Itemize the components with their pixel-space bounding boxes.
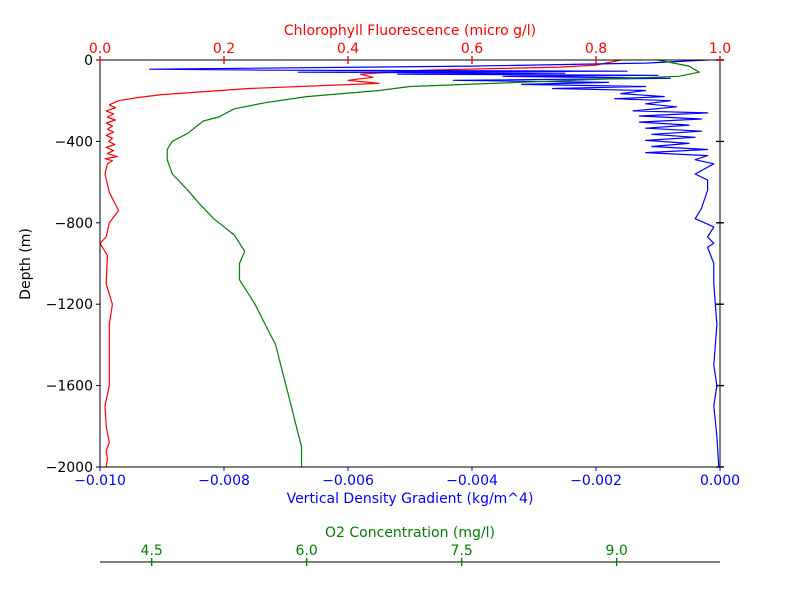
series-line-detached: [166, 59, 700, 467]
detached-tick-label: 6.0: [296, 543, 318, 559]
top-tick-label: 0.4: [337, 41, 359, 57]
detached-tick-label: 9.0: [606, 543, 628, 559]
bottom-tick-label: −0.006: [322, 473, 374, 489]
y-tick-label: 0: [84, 53, 93, 69]
bottom-axis-label: Vertical Density Gradient (kg/m^4): [287, 491, 534, 507]
bottom-tick-label: −0.010: [74, 473, 126, 489]
y-tick-label: −800: [55, 216, 93, 232]
detached-axis-label: O2 Concentration (mg/l): [325, 525, 495, 541]
series-line-top: [99, 59, 621, 468]
top-tick-label: 1.0: [709, 41, 731, 57]
bottom-tick-label: −0.004: [446, 473, 498, 489]
y-tick-label: −400: [55, 134, 93, 150]
y-tick-label: −1200: [46, 297, 93, 313]
top-tick-label: 0.0: [89, 41, 111, 57]
axes-layer: 0 −400 −800 −1200 −1600 −2000 0.0 0.2 0.4 0.6 0.8 1…: [46, 41, 740, 566]
plot-area: [100, 60, 720, 467]
y-tick-label: −1600: [46, 379, 93, 395]
bottom-tick-label: −0.002: [570, 473, 622, 489]
y-tick-label: −2000: [46, 460, 93, 476]
series-layer: [99, 59, 720, 468]
top-tick-label: 0.2: [213, 41, 235, 57]
plot-background: [100, 60, 720, 467]
detached-tick-label: 7.5: [451, 543, 473, 559]
y-axis-label: Depth (m): [18, 228, 34, 300]
bottom-tick-label: 0.000: [700, 473, 740, 489]
series-line-bottom: [149, 59, 720, 468]
top-tick-label: 0.8: [585, 41, 607, 57]
top-axis-label: Chlorophyll Fluorescence (micro g/l): [284, 23, 536, 39]
top-tick-label: 0.6: [461, 41, 483, 57]
detached-tick-label: 4.5: [141, 543, 163, 559]
bottom-tick-label: −0.008: [198, 473, 250, 489]
